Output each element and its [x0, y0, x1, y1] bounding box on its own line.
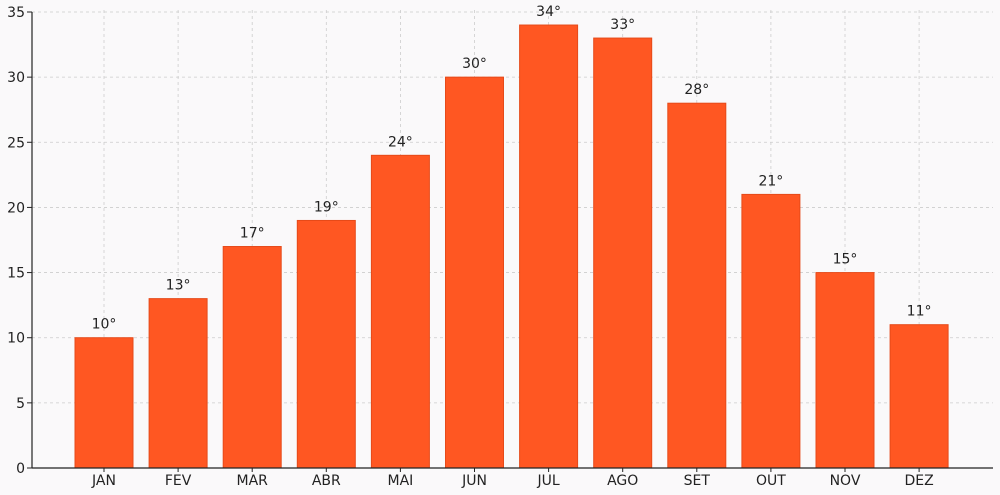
x-tick-label-set: SET [684, 473, 711, 489]
y-tick-label: 35 [7, 5, 25, 21]
data-label-mar: 17° [240, 226, 265, 242]
bar-fev [148, 298, 208, 469]
data-label-set: 28° [684, 82, 709, 98]
x-tick-label-fev: FEV [165, 473, 192, 489]
bars [74, 24, 949, 469]
y-tick-label: 30 [7, 70, 25, 86]
data-label-fev: 13° [166, 278, 191, 294]
data-label-jul: 34° [536, 4, 561, 20]
x-tick-label-ago: AGO [607, 473, 638, 489]
y-tick-label: 15 [7, 266, 25, 282]
bar-mar [222, 246, 282, 469]
bar-nov [815, 272, 875, 469]
x-tick-label-jul: JUL [537, 473, 560, 489]
x-tick-label-jan: JAN [91, 473, 116, 489]
y-tick-label: 25 [7, 135, 25, 151]
y-tick-label: 5 [16, 396, 25, 412]
bar-out [741, 193, 801, 469]
x-tick-label-out: OUT [756, 473, 786, 489]
bar-ago [593, 37, 653, 469]
data-label-dez: 11° [907, 304, 932, 320]
bar-mai [370, 154, 430, 469]
bar-jun [445, 76, 504, 469]
x-tick-label-nov: NOV [830, 473, 861, 489]
data-label-out: 21° [758, 173, 783, 189]
bar-jan [74, 337, 134, 469]
y-tick-label: 20 [7, 200, 25, 216]
data-label-jun: 30° [462, 56, 487, 72]
x-tick-label-mar: MAR [237, 473, 269, 489]
y-tick-label: 0 [16, 461, 25, 477]
y-tick-label: 10 [7, 331, 25, 347]
x-tick-label-mai: MAI [388, 473, 414, 489]
bar-abr [296, 219, 356, 469]
data-labels: 10° 13° 17° 19° 24° 30° 34° 33° 28° 21° 15° 11° [92, 4, 932, 333]
data-label-abr: 19° [314, 199, 339, 215]
data-label-ago: 33° [610, 17, 635, 33]
bar-jul [519, 24, 579, 469]
x-axis-ticks: JAN FEV MAR ABR MAI JUN JUL AGO SET OUT NOV DEZ [91, 468, 934, 489]
x-tick-label-dez: DEZ [904, 473, 933, 489]
data-label-jan: 10° [92, 317, 117, 333]
x-tick-label-jun: JUN [461, 473, 487, 489]
bar-dez [889, 324, 949, 469]
axes [31, 12, 993, 469]
bar-set [667, 102, 727, 469]
y-axis-ticks: 0 5 10 15 20 25 30 35 [7, 5, 32, 477]
data-label-mai: 24° [388, 134, 413, 150]
data-label-nov: 15° [833, 252, 858, 268]
x-tick-label-abr: ABR [312, 473, 341, 489]
